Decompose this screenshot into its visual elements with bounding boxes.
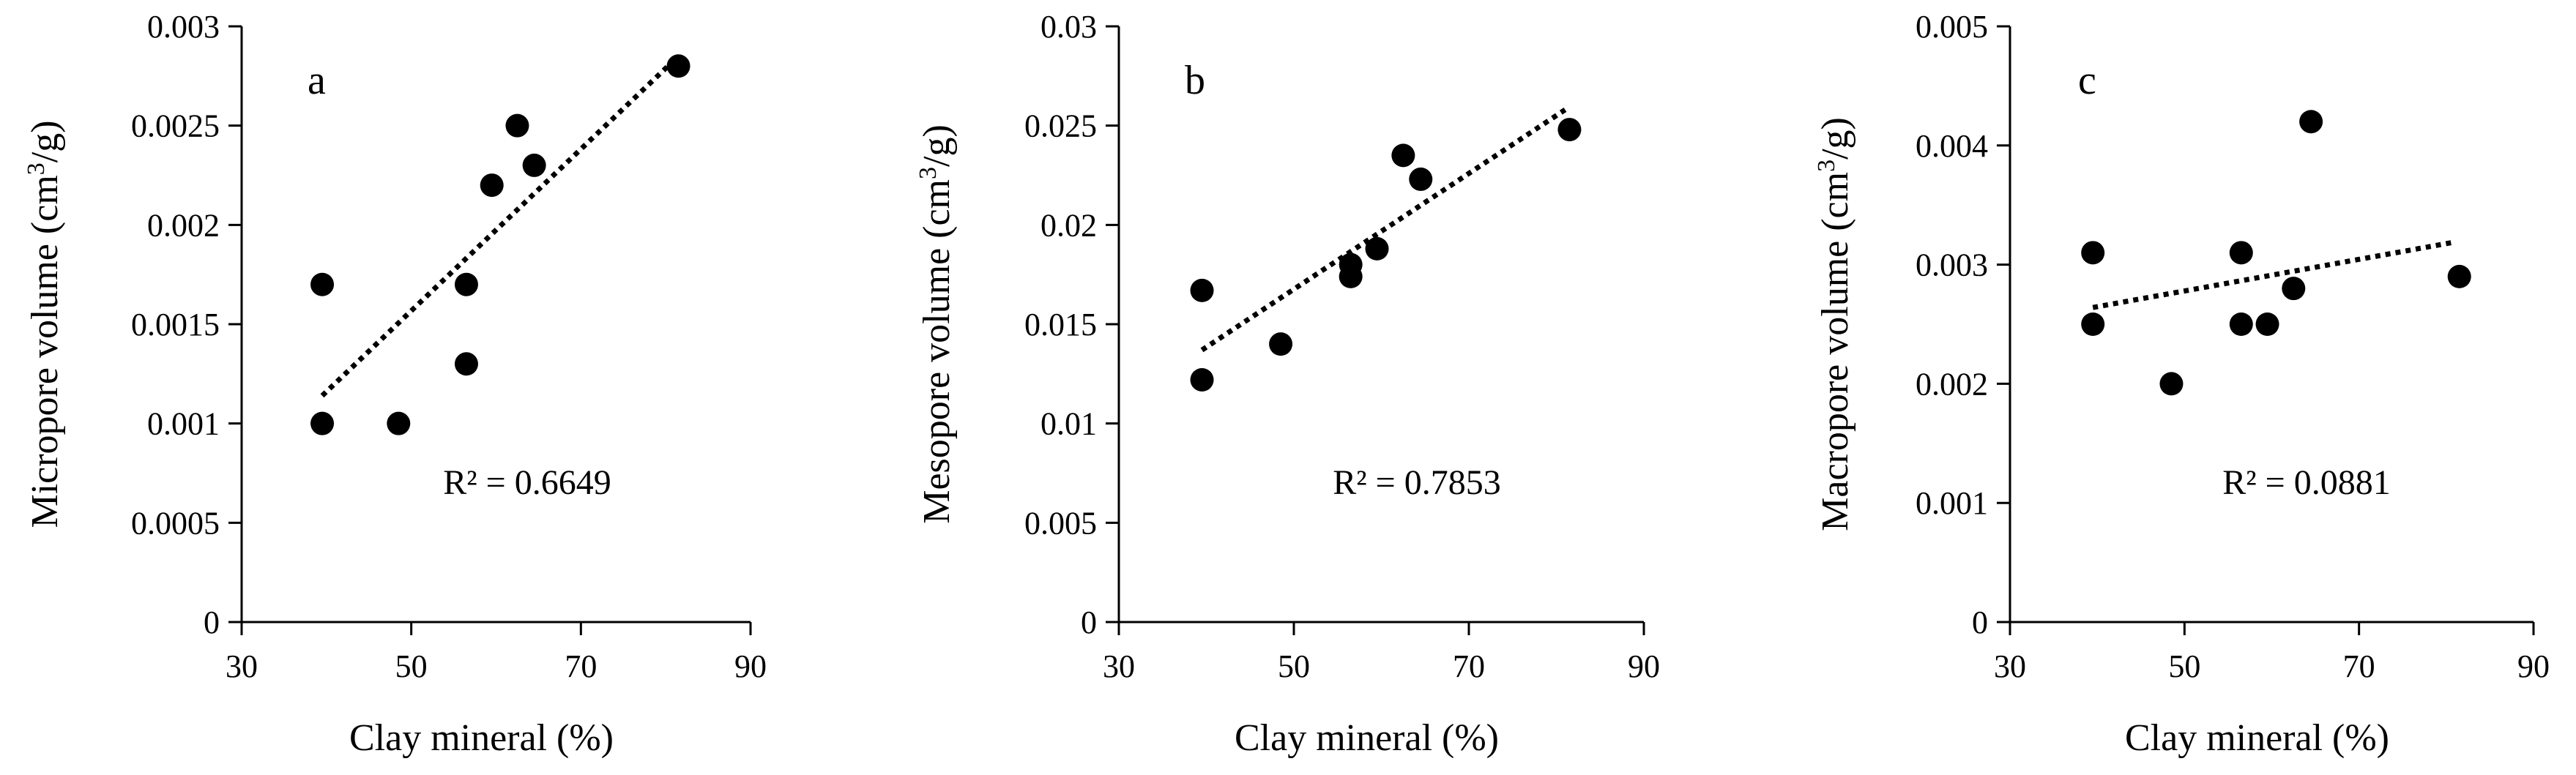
- data-point: [505, 113, 529, 138]
- y-tick-label: 0.004: [1916, 128, 1988, 164]
- y-axis-title: Mesopore volume (cm3/g): [915, 124, 958, 524]
- y-tick-label: 0.03: [1041, 9, 1097, 45]
- data-point: [2229, 312, 2253, 336]
- x-tick-label: 30: [1994, 648, 2026, 684]
- x-tick-label: 50: [1278, 648, 1310, 684]
- y-axis-title-prefix: Mesopore volume (cm: [916, 179, 958, 524]
- data-point: [1339, 252, 1363, 277]
- data-point: [2081, 241, 2105, 265]
- y-tick-label: 0.01: [1041, 406, 1097, 442]
- y-axis-title-prefix: Macropore volume (cm: [1814, 172, 1856, 531]
- x-axis-title: Clay mineral (%): [1235, 717, 1499, 759]
- y-axis-title-suffix: /g): [916, 124, 958, 167]
- y-tick-label: 0.0015: [131, 307, 220, 342]
- data-point: [310, 411, 335, 435]
- panel-letter: c: [2078, 58, 2096, 103]
- x-tick-label: 50: [2168, 648, 2200, 684]
- data-point: [2447, 264, 2471, 288]
- data-point: [2229, 241, 2253, 265]
- y-tick-label: 0: [1972, 604, 1988, 640]
- x-tick-label: 30: [1103, 648, 1135, 684]
- y-tick-label: 0.003: [147, 9, 220, 45]
- data-point: [2255, 312, 2279, 336]
- y-axis-title: Micropore volume (cm3/g): [23, 120, 66, 528]
- x-tick-label: 90: [2517, 648, 2550, 684]
- y-tick-label: 0.0005: [131, 505, 220, 541]
- y-tick-label: 0.001: [1916, 485, 1988, 521]
- x-tick-label: 30: [226, 648, 258, 684]
- y-tick-label: 0: [204, 604, 220, 640]
- data-point: [454, 352, 478, 376]
- data-point: [1365, 236, 1389, 261]
- y-tick-label: 0.001: [147, 406, 220, 442]
- data-point: [2159, 372, 2184, 396]
- x-tick-label: 90: [734, 648, 767, 684]
- y-tick-label: 0.002: [147, 207, 220, 243]
- data-point: [1557, 118, 1582, 142]
- panel-letter: b: [1185, 58, 1205, 103]
- x-tick-label: 70: [2343, 648, 2375, 684]
- chart-panel-a: 0 0.0005 0.001 0.0015 0.002 0.0025 0.003 30 50 70…: [23, 9, 767, 759]
- trendline: [320, 54, 680, 398]
- data-point: [2282, 277, 2306, 301]
- y-axis-title-superscript: 3: [915, 167, 942, 179]
- y-axis-title-suffix: /g): [1814, 117, 1856, 160]
- data-point: [480, 173, 504, 198]
- y-tick-label: 0: [1081, 604, 1097, 640]
- data-point: [310, 272, 335, 296]
- y-axis-title-superscript: 3: [1813, 160, 1840, 172]
- x-axis-title: Clay mineral (%): [2125, 717, 2389, 759]
- y-tick-label: 0.0025: [131, 108, 220, 144]
- data-point: [1391, 143, 1415, 168]
- y-tick-label: 0.025: [1024, 108, 1097, 144]
- data-point: [2081, 312, 2105, 336]
- data-point: [1269, 332, 1293, 356]
- data-point: [454, 272, 478, 296]
- data-point: [1409, 167, 1433, 191]
- data-point: [666, 54, 690, 78]
- x-tick-label: 90: [1628, 648, 1660, 684]
- data-point: [387, 411, 411, 435]
- y-tick-label: 0.02: [1041, 207, 1097, 243]
- y-axis-title-suffix: /g): [24, 120, 66, 162]
- x-tick-label: 50: [395, 648, 428, 684]
- data-point: [522, 153, 546, 177]
- panel-letter: a: [308, 58, 326, 103]
- r-squared-label: R² = 0.0881: [2222, 463, 2390, 502]
- y-tick-label: 0.005: [1916, 9, 1988, 45]
- y-axis-title-superscript: 3: [23, 162, 50, 175]
- y-tick-label: 0.002: [1916, 366, 1988, 402]
- y-tick-label: 0.003: [1916, 247, 1988, 283]
- data-point: [2299, 110, 2323, 134]
- y-tick-label: 0.015: [1024, 307, 1097, 342]
- r-squared-label: R² = 0.7853: [1333, 463, 1500, 502]
- data-point: [1190, 278, 1214, 302]
- data-point: [1190, 367, 1214, 392]
- x-axis-title: Clay mineral (%): [349, 717, 614, 759]
- chart-panel-b: 0 0.005 0.01 0.015 0.02 0.025 0.03 30 50 70 90 Clay…: [915, 9, 1660, 759]
- y-tick-label: 0.005: [1024, 505, 1097, 541]
- y-axis-title-prefix: Micropore volume (cm: [24, 175, 66, 528]
- x-tick-label: 70: [565, 648, 597, 684]
- x-tick-label: 70: [1453, 648, 1485, 684]
- trendline: [2092, 239, 2456, 310]
- chart-panel-c: 0 0.001 0.002 0.003 0.004 0.005 30 50 70 90 Clay m…: [1813, 9, 2550, 759]
- trendline: [1200, 108, 1567, 353]
- y-axis-title: Macropore volume (cm3/g): [1813, 117, 1856, 531]
- r-squared-label: R² = 0.6649: [443, 463, 611, 502]
